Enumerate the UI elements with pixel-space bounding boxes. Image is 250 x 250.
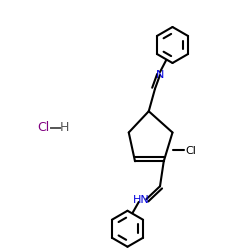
Text: N: N bbox=[156, 70, 164, 80]
Text: Cl: Cl bbox=[185, 146, 196, 156]
Text: Cl: Cl bbox=[38, 121, 50, 134]
Text: HN: HN bbox=[133, 195, 150, 205]
Text: H: H bbox=[60, 121, 69, 134]
